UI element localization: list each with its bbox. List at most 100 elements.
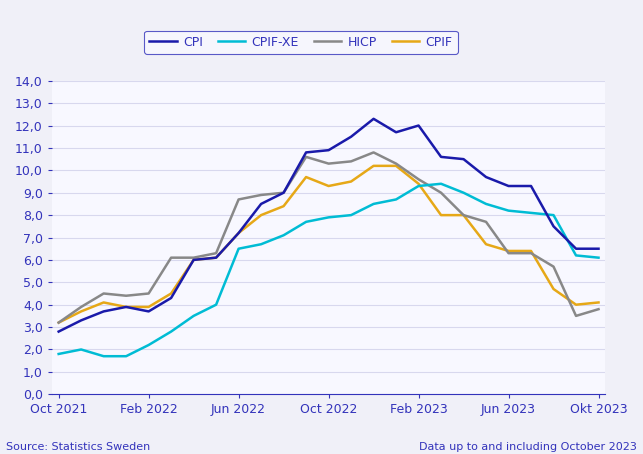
CPIF — [527, 248, 535, 254]
CPI — [392, 129, 400, 135]
CPIF — [325, 183, 332, 189]
CPIF — [122, 304, 130, 310]
CPIF — [302, 174, 310, 180]
CPIF-XE — [167, 329, 175, 334]
CPI — [145, 309, 152, 314]
HICP — [595, 306, 602, 312]
CPIF — [347, 179, 355, 184]
HICP — [325, 161, 332, 166]
HICP — [145, 291, 152, 296]
CPIF-XE — [122, 354, 130, 359]
HICP — [212, 251, 220, 256]
CPIF — [55, 320, 62, 326]
CPIF-XE — [100, 354, 107, 359]
HICP — [437, 190, 445, 196]
Line: CPIF: CPIF — [59, 166, 599, 323]
HICP — [280, 190, 287, 196]
CPI — [482, 174, 490, 180]
CPIF-XE — [325, 215, 332, 220]
HICP — [370, 150, 377, 155]
CPI — [550, 223, 557, 229]
CPI — [347, 134, 355, 139]
CPIF-XE — [550, 212, 557, 218]
CPIF-XE — [55, 351, 62, 357]
Line: HICP: HICP — [59, 153, 599, 323]
CPI — [167, 295, 175, 301]
CPIF — [572, 302, 580, 307]
Text: Data up to and including October 2023: Data up to and including October 2023 — [419, 442, 637, 452]
CPIF — [235, 230, 242, 236]
CPI — [437, 154, 445, 160]
CPIF — [190, 257, 197, 262]
CPIF-XE — [280, 232, 287, 238]
HICP — [505, 251, 512, 256]
CPI — [55, 329, 62, 334]
CPI — [572, 246, 580, 252]
CPIF — [77, 309, 85, 314]
CPI — [505, 183, 512, 189]
CPIF — [482, 242, 490, 247]
HICP — [482, 219, 490, 225]
CPIF — [550, 286, 557, 292]
CPIF — [392, 163, 400, 168]
HICP — [347, 158, 355, 164]
CPI — [100, 309, 107, 314]
HICP — [460, 212, 467, 218]
CPIF-XE — [347, 212, 355, 218]
HICP — [190, 255, 197, 261]
CPIF-XE — [257, 242, 265, 247]
CPIF-XE — [235, 246, 242, 252]
CPIF — [145, 304, 152, 310]
CPIF-XE — [392, 197, 400, 202]
HICP — [527, 251, 535, 256]
CPIF — [415, 181, 422, 187]
CPI — [235, 230, 242, 236]
HICP — [55, 320, 62, 326]
CPIF-XE — [212, 302, 220, 307]
CPIF — [595, 300, 602, 305]
CPIF-XE — [302, 219, 310, 225]
CPIF — [257, 212, 265, 218]
HICP — [572, 313, 580, 319]
CPI — [190, 257, 197, 262]
CPIF — [280, 203, 287, 209]
CPIF — [212, 255, 220, 261]
CPI — [122, 304, 130, 310]
CPIF-XE — [505, 208, 512, 213]
CPI — [370, 116, 377, 122]
CPI — [325, 148, 332, 153]
CPI — [527, 183, 535, 189]
Legend: CPI, CPIF-XE, HICP, CPIF: CPI, CPIF-XE, HICP, CPIF — [144, 30, 458, 54]
CPIF-XE — [595, 255, 602, 261]
CPI — [595, 246, 602, 252]
CPI — [77, 318, 85, 323]
HICP — [550, 264, 557, 269]
CPIF-XE — [145, 342, 152, 348]
CPIF-XE — [460, 190, 467, 196]
Line: CPIF-XE: CPIF-XE — [59, 184, 599, 356]
CPIF-XE — [527, 210, 535, 216]
HICP — [257, 192, 265, 197]
HICP — [415, 177, 422, 182]
CPIF — [167, 291, 175, 296]
CPIF-XE — [190, 313, 197, 319]
HICP — [100, 291, 107, 296]
HICP — [302, 154, 310, 160]
Line: CPI: CPI — [59, 119, 599, 331]
CPIF — [100, 300, 107, 305]
HICP — [77, 304, 85, 310]
CPIF-XE — [572, 253, 580, 258]
CPI — [280, 190, 287, 196]
CPIF — [370, 163, 377, 168]
CPI — [212, 255, 220, 261]
CPIF-XE — [437, 181, 445, 187]
CPIF — [460, 212, 467, 218]
HICP — [235, 197, 242, 202]
CPIF-XE — [370, 201, 377, 207]
HICP — [122, 293, 130, 298]
CPI — [460, 157, 467, 162]
HICP — [392, 161, 400, 166]
CPIF-XE — [415, 183, 422, 189]
CPI — [415, 123, 422, 128]
Text: Source: Statistics Sweden: Source: Statistics Sweden — [6, 442, 150, 452]
